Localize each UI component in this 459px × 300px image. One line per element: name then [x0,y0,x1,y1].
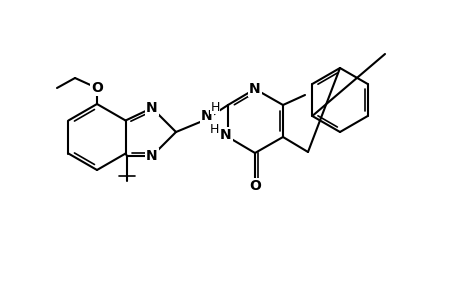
Text: O: O [91,81,103,95]
Text: N: N [201,109,213,123]
Text: N: N [146,101,157,115]
Text: N: N [146,149,157,163]
Text: O: O [248,179,260,193]
Text: H: H [209,122,218,136]
Text: H: H [210,100,219,113]
Text: N: N [249,82,260,96]
Text: N: N [220,128,231,142]
